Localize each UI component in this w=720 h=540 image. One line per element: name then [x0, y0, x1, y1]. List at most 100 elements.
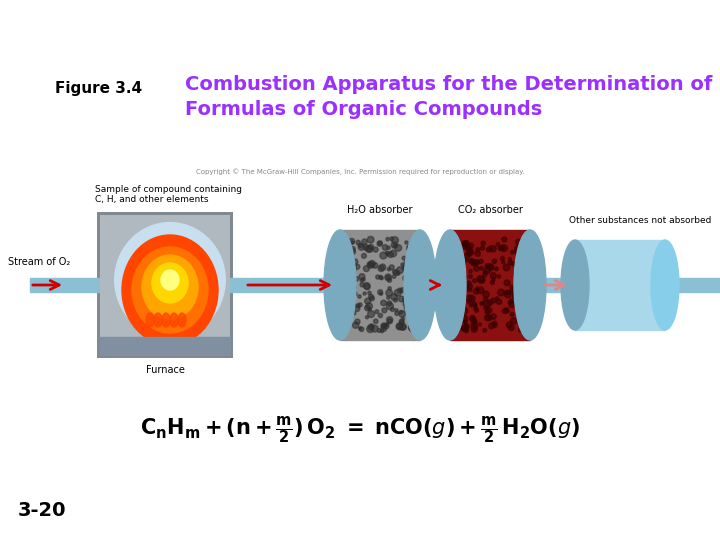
Circle shape: [508, 301, 512, 305]
Circle shape: [453, 280, 460, 286]
Text: Sample of compound containing
C, H, and other elements: Sample of compound containing C, H, and …: [95, 185, 242, 205]
Circle shape: [379, 292, 382, 295]
Circle shape: [402, 275, 409, 281]
Circle shape: [467, 284, 472, 289]
Circle shape: [508, 261, 513, 265]
Circle shape: [487, 264, 494, 271]
Circle shape: [489, 246, 492, 250]
Circle shape: [464, 324, 469, 329]
Circle shape: [376, 275, 379, 279]
Circle shape: [380, 329, 384, 333]
Circle shape: [349, 239, 354, 244]
Circle shape: [500, 256, 505, 260]
Circle shape: [384, 274, 392, 281]
Circle shape: [353, 259, 358, 264]
Circle shape: [484, 306, 487, 310]
Circle shape: [486, 315, 492, 321]
Circle shape: [483, 328, 487, 332]
Text: H₂O absorber: H₂O absorber: [347, 205, 413, 215]
Circle shape: [345, 285, 351, 291]
Circle shape: [358, 303, 362, 307]
Circle shape: [500, 245, 508, 252]
Circle shape: [506, 322, 512, 328]
Circle shape: [379, 264, 386, 271]
Circle shape: [394, 270, 399, 275]
Circle shape: [403, 266, 407, 269]
Circle shape: [461, 244, 467, 249]
Circle shape: [453, 301, 459, 307]
Circle shape: [364, 266, 369, 272]
Circle shape: [464, 323, 468, 327]
Circle shape: [353, 322, 359, 328]
Circle shape: [411, 321, 415, 325]
Circle shape: [367, 237, 374, 243]
Circle shape: [378, 265, 384, 272]
Circle shape: [515, 301, 520, 306]
Circle shape: [518, 256, 523, 261]
Circle shape: [474, 260, 478, 264]
Circle shape: [474, 304, 477, 307]
Circle shape: [366, 326, 374, 333]
Circle shape: [374, 319, 378, 323]
Circle shape: [395, 245, 402, 251]
Circle shape: [397, 267, 403, 273]
Circle shape: [495, 267, 498, 271]
Circle shape: [502, 237, 507, 242]
Circle shape: [462, 275, 467, 279]
Circle shape: [485, 264, 490, 268]
Circle shape: [359, 274, 365, 280]
Circle shape: [368, 262, 374, 268]
Circle shape: [517, 258, 523, 264]
Circle shape: [395, 289, 401, 296]
Circle shape: [455, 248, 460, 253]
Circle shape: [461, 315, 468, 322]
Circle shape: [407, 295, 411, 300]
Circle shape: [516, 251, 521, 256]
Circle shape: [487, 247, 491, 252]
Circle shape: [375, 310, 379, 314]
Circle shape: [354, 276, 359, 281]
Text: Furnace: Furnace: [145, 365, 184, 375]
Circle shape: [475, 260, 480, 265]
Circle shape: [396, 323, 402, 330]
Circle shape: [349, 248, 356, 255]
Circle shape: [409, 326, 415, 332]
Circle shape: [466, 250, 472, 256]
Circle shape: [379, 275, 383, 279]
Circle shape: [400, 320, 404, 324]
Text: Copyright © The McGraw-Hill Companies, Inc. Permission required for reproduction: Copyright © The McGraw-Hill Companies, I…: [196, 168, 524, 174]
Circle shape: [369, 245, 374, 249]
Circle shape: [516, 245, 521, 249]
Circle shape: [483, 273, 487, 276]
Circle shape: [351, 241, 354, 244]
Circle shape: [469, 315, 475, 321]
Circle shape: [477, 275, 484, 282]
Circle shape: [508, 258, 511, 261]
Circle shape: [392, 237, 398, 244]
Circle shape: [513, 287, 517, 291]
Circle shape: [524, 307, 527, 310]
Circle shape: [514, 296, 518, 300]
Circle shape: [476, 247, 480, 251]
Circle shape: [387, 296, 390, 299]
Text: Combustion Apparatus for the Determination of: Combustion Apparatus for the Determinati…: [185, 75, 712, 94]
Circle shape: [520, 309, 525, 314]
Circle shape: [343, 325, 349, 332]
Circle shape: [364, 282, 370, 289]
Ellipse shape: [178, 313, 186, 327]
Ellipse shape: [514, 230, 546, 340]
Circle shape: [514, 272, 518, 275]
Circle shape: [490, 246, 496, 252]
Text: $\mathbf{C_nH_m + (n+\frac{m}{2})\,O_2 \ = \ nCO(\mathit{g}) + \frac{m}{2}\,H_2O: $\mathbf{C_nH_m + (n+\frac{m}{2})\,O_2 \…: [140, 414, 580, 446]
Circle shape: [456, 306, 461, 310]
Circle shape: [391, 294, 397, 300]
Circle shape: [511, 262, 515, 266]
Circle shape: [393, 244, 397, 247]
Circle shape: [474, 266, 480, 271]
Circle shape: [505, 290, 510, 294]
Circle shape: [510, 251, 514, 254]
Circle shape: [469, 259, 473, 264]
Circle shape: [387, 316, 392, 323]
Circle shape: [400, 310, 402, 314]
Circle shape: [516, 239, 521, 245]
